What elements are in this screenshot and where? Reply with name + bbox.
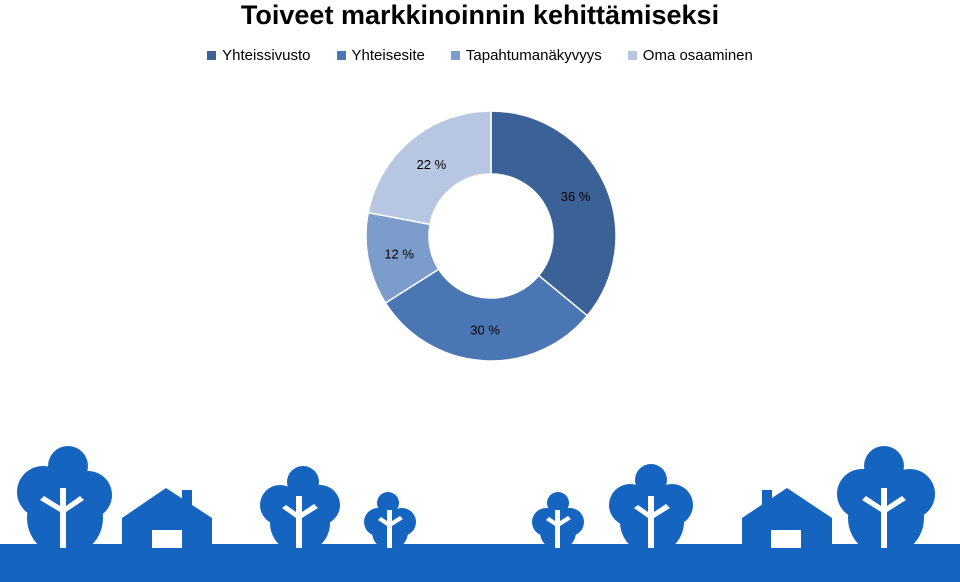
data-label-3: 22 % <box>417 157 447 172</box>
legend-label-3: Oma osaaminen <box>642 47 753 64</box>
legend-swatch-3 <box>627 51 637 60</box>
donut-slice-3 <box>367 110 492 226</box>
legend-swatch-2 <box>450 51 460 60</box>
legend-label-2: Tapahtumanäkyvyys <box>465 47 602 64</box>
tree-icon <box>532 492 584 550</box>
legend-item-3: Oma osaaminen <box>627 47 753 64</box>
tree-icon <box>609 464 693 554</box>
legend-label-1: Yhteisesite <box>351 47 425 64</box>
donut-slice-1 <box>384 268 589 362</box>
tree-icon <box>260 466 340 553</box>
legend-item-2: Tapahtumanäkyvyys <box>450 47 602 64</box>
legend-item-0: Yhteissivusto <box>207 47 311 64</box>
legend: Yhteissivusto Yhteisesite Tapahtumanäkyv… <box>0 47 960 64</box>
legend-swatch-1 <box>336 51 346 60</box>
tree-icon <box>17 446 112 556</box>
donut-slice-0 <box>490 110 617 317</box>
donut-slices <box>365 110 617 362</box>
tree-icon <box>837 446 935 556</box>
data-label-0: 36 % <box>561 189 591 204</box>
legend-item-1: Yhteisesite <box>336 47 425 64</box>
house-icon <box>742 488 832 548</box>
legend-label-0: Yhteissivusto <box>222 47 311 64</box>
chart-title: Toiveet markkinoinnin kehittämiseksi <box>240 0 720 30</box>
ground-strip <box>0 544 960 582</box>
data-label-2: 12 % <box>384 247 414 262</box>
donut-labels: 36 % 30 % 12 % 22 % <box>384 157 591 337</box>
data-label-1: 30 % <box>470 322 500 337</box>
tree-icon <box>364 492 416 550</box>
legend-swatch-0 <box>207 51 217 60</box>
house-icon <box>122 488 212 548</box>
